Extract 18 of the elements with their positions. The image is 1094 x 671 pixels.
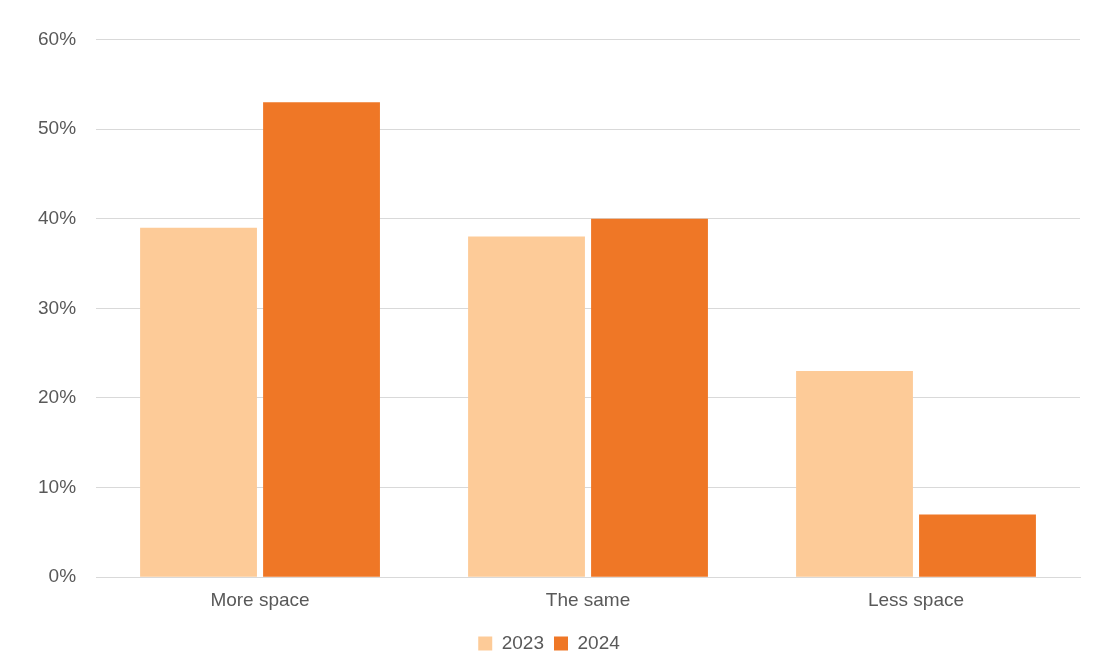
bar bbox=[140, 227, 257, 577]
bar bbox=[468, 236, 585, 577]
x-tick-label: Less space bbox=[867, 588, 965, 610]
legend-label: 2023 bbox=[501, 631, 545, 653]
y-tick-label: 10% bbox=[38, 475, 77, 497]
y-tick-label: 60% bbox=[38, 27, 77, 49]
bar bbox=[796, 371, 913, 577]
y-tick-label: 20% bbox=[38, 386, 77, 408]
bar bbox=[919, 514, 1036, 577]
legend-label: 2024 bbox=[577, 631, 621, 653]
bar bbox=[591, 218, 708, 577]
x-tick-label: The same bbox=[545, 588, 631, 610]
bar bbox=[263, 102, 380, 577]
y-tick-label: 40% bbox=[38, 206, 77, 228]
y-tick-label: 0% bbox=[48, 565, 77, 587]
y-tick-label: 30% bbox=[38, 296, 77, 318]
y-tick-label: 50% bbox=[38, 117, 77, 139]
x-tick-label: More space bbox=[210, 588, 310, 610]
